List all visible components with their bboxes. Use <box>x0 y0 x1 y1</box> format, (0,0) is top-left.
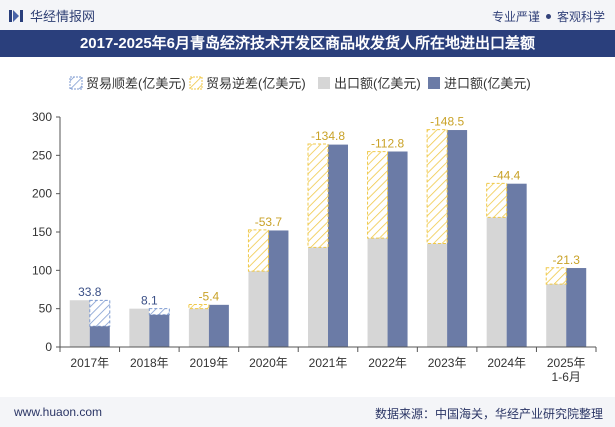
x-tick-label: 2017年 <box>70 356 109 370</box>
export-bar <box>308 247 328 347</box>
y-tick-label: 200 <box>32 187 52 201</box>
x-axis: 2017年 2018年 2019年 2020年 2021年 2022年 2023年 2024年… <box>59 346 597 384</box>
legend-import-label: 进口额(亿美元) <box>444 76 531 91</box>
bars: 33.8 8.1 -5.4 -53.7 -134.8 -112.8 -148.5 -44.4 -… <box>69 115 587 347</box>
import-bar <box>328 144 348 347</box>
y-tick-label: 0 <box>45 340 52 354</box>
x-tick-label: 2019年 <box>190 356 229 370</box>
slogan-dot-icon <box>545 14 551 19</box>
import-bar <box>89 326 110 347</box>
legend: 贸易顺差(亿美元) 贸易逆差(亿美元) 出口额(亿美元) 进口额(亿美元) <box>69 76 531 91</box>
data-label: -53.7 <box>255 215 283 229</box>
data-label: -112.8 <box>371 137 404 151</box>
y-tick-label: 150 <box>32 225 52 239</box>
legend-deficit-label: 贸易逆差(亿美元) <box>206 76 306 91</box>
top-bar: 华经情报网 专业严谨 客观科学 <box>0 0 615 30</box>
data-label: -134.8 <box>311 129 345 143</box>
y-tick-label: 100 <box>32 263 52 277</box>
x-tick-label: 2020年 <box>249 356 288 370</box>
deficit-bar <box>307 143 329 248</box>
export-bar <box>129 308 150 347</box>
footer-url: www.huaon.com <box>14 405 103 419</box>
legend-import-swatch <box>428 77 440 89</box>
legend-surplus-swatch <box>69 76 83 90</box>
deficit-bar <box>545 267 567 285</box>
chart: 贸易顺差(亿美元) 贸易逆差(亿美元) 出口额(亿美元) 进口额(亿美元) 0 50 10… <box>32 76 597 384</box>
slogan-professional: 专业严谨 <box>491 10 540 24</box>
import-bar <box>566 268 587 347</box>
legend-surplus-label: 贸易顺差(亿美元) <box>86 76 186 91</box>
data-label: -21.3 <box>553 253 581 267</box>
brand-name: 华经情报网 <box>30 9 96 24</box>
data-label: -44.4 <box>493 168 521 182</box>
deficit-bar <box>486 182 508 218</box>
deficit-bar <box>247 229 269 272</box>
legend-export-label: 出口额(亿美元) <box>334 76 421 91</box>
legend-deficit-swatch <box>189 76 203 90</box>
slogan: 专业严谨 客观科学 <box>492 8 605 25</box>
x-tick-label: 2024年 <box>487 356 526 370</box>
x-tick-label: 2025年 1-6月 <box>547 356 586 384</box>
chart-title: 2017-2025年6月青岛经济技术开发区商品收发货人所在地进出口差额 <box>0 30 615 57</box>
footer: www.huaon.com 数据来源：中国海关，华经产业研究院整理 <box>0 397 615 427</box>
export-bar <box>367 238 388 347</box>
data-label: 33.8 <box>78 285 102 299</box>
footer-source: 数据来源：中国海关，华经产业研究院整理 <box>374 407 603 421</box>
brand: 华经情报网 <box>8 6 95 25</box>
y-axis: 0 50 100 150 200 250 300 <box>32 110 61 354</box>
surplus-bar <box>89 299 111 327</box>
import-bar <box>208 304 229 347</box>
x-tick-label: 2021年 <box>309 356 348 370</box>
import-bar <box>149 314 170 347</box>
import-bar <box>268 230 289 347</box>
export-bar <box>427 243 448 347</box>
import-bar <box>387 151 408 347</box>
export-bar <box>546 284 567 347</box>
import-bar <box>447 130 468 347</box>
slogan-objective: 客观科学 <box>556 10 605 24</box>
x-tick-label: 2022年 <box>368 356 407 370</box>
export-bar <box>69 300 90 347</box>
deficit-bar <box>367 151 389 239</box>
legend-export-swatch <box>318 77 330 89</box>
export-bar <box>248 271 269 347</box>
y-tick-label: 250 <box>32 148 52 162</box>
x-tick-label: 2018年 <box>130 356 169 370</box>
export-bar <box>188 308 209 347</box>
deficit-bar <box>426 129 448 244</box>
x-tick-label: 2023年 <box>428 356 467 370</box>
logo-icon <box>9 9 23 22</box>
export-bar <box>486 217 507 347</box>
surplus-bar <box>148 308 170 316</box>
data-label: 8.1 <box>141 294 158 308</box>
data-label: -148.5 <box>430 115 464 129</box>
data-label: -5.4 <box>199 290 220 304</box>
import-bar <box>506 183 527 347</box>
y-tick-label: 300 <box>32 110 52 124</box>
y-tick-label: 50 <box>39 302 53 316</box>
deficit-bar <box>188 304 210 310</box>
